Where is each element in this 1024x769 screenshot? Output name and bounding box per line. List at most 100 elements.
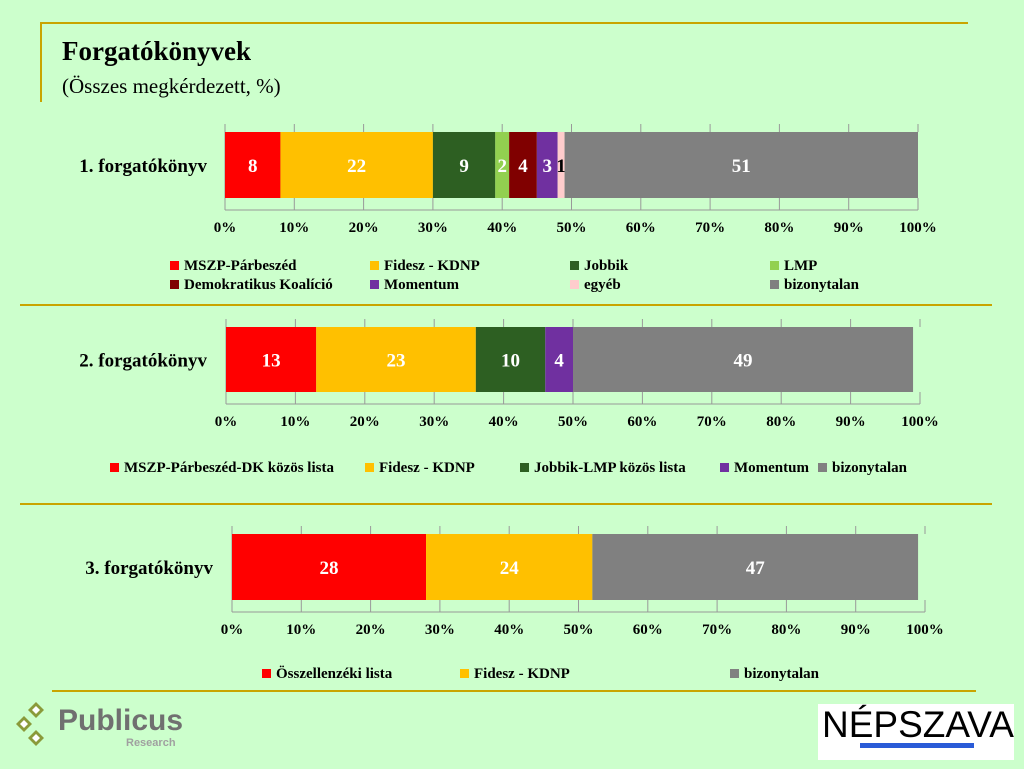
tick-label: 20% <box>350 414 380 430</box>
tick-label: 60% <box>626 220 656 236</box>
tick-label: 40% <box>494 622 524 638</box>
bottom-divider <box>52 690 976 692</box>
bar-segment <box>592 534 919 600</box>
legend-label: Fidesz - KDNP <box>384 258 480 274</box>
bar-segment <box>280 132 433 198</box>
legend-swatch <box>370 280 379 289</box>
publicus-logo-icon <box>16 702 44 746</box>
bar-segment <box>573 327 914 392</box>
legend-item: MSZP-Párbeszéd-DK közös lista <box>110 460 334 477</box>
bar-segment <box>432 132 496 198</box>
data-label: 22 <box>347 156 366 177</box>
legend-swatch <box>365 463 374 472</box>
data-label: 49 <box>734 351 753 372</box>
data-label: 13 <box>262 351 281 372</box>
category-label: 3. forgatókönyv <box>85 558 213 579</box>
data-label: 9 <box>459 156 469 177</box>
bar-segment <box>495 132 510 198</box>
tick-label: 70% <box>697 414 727 430</box>
legend-item: Demokratikus Koalíció <box>170 277 333 294</box>
legend-item: Jobbik <box>570 258 628 275</box>
tick-label: 90% <box>834 220 864 236</box>
legend-label: Momentum <box>734 460 809 476</box>
legend-item: Összellenzéki lista <box>262 666 392 683</box>
tick-label: 0% <box>215 414 238 430</box>
data-label: 51 <box>732 156 751 177</box>
legend-swatch <box>170 261 179 270</box>
bar-segment <box>426 534 593 600</box>
legend-swatch <box>770 280 779 289</box>
tick-label: 10% <box>286 622 316 638</box>
nepszava-logo <box>818 704 1014 760</box>
tick-label: 50% <box>557 220 587 236</box>
bar-segment <box>225 132 281 198</box>
tick-label: 20% <box>356 622 386 638</box>
legend-label: bizonytalan <box>744 666 820 682</box>
tick-label: 80% <box>764 220 794 236</box>
tick-label: 10% <box>280 414 310 430</box>
legend-label: LMP <box>784 258 818 274</box>
legend-swatch <box>110 463 119 472</box>
page-title: Forgatókönyvek <box>62 36 251 66</box>
legend-item: Momentum <box>720 460 809 477</box>
tick-label: 90% <box>836 414 866 430</box>
legend-item: LMP <box>770 258 817 275</box>
tick-label: 90% <box>841 622 871 638</box>
legend-swatch <box>370 261 379 270</box>
legend-swatch <box>460 669 469 678</box>
category-label: 1. forgatókönyv <box>79 156 207 177</box>
legend-item: bizonytalan <box>770 277 859 294</box>
legend-swatch <box>520 463 529 472</box>
legend-label: Momentum <box>384 277 459 293</box>
nepszava-logo-bar <box>860 743 974 748</box>
legend-item: Jobbik-LMP közös lista <box>520 460 686 477</box>
legend-item: MSZP-Párbeszéd <box>170 258 296 275</box>
bar-segment <box>316 327 476 392</box>
legend-label: egyéb <box>584 277 621 293</box>
data-label: 1 <box>556 156 566 177</box>
legend-label: bizonytalan <box>784 277 860 293</box>
data-label: 4 <box>554 351 564 372</box>
tick-label: 100% <box>906 622 944 638</box>
bar-segment <box>545 327 573 392</box>
legend-item: bizonytalan <box>818 460 907 477</box>
legend-label: bizonytalan <box>832 460 908 476</box>
legend-swatch <box>262 669 271 678</box>
legend-label: MSZP-Párbeszéd <box>184 258 297 274</box>
legend-swatch <box>720 463 729 472</box>
legend-label: Demokratikus Koalíció <box>184 277 333 293</box>
bar-segment <box>557 132 565 198</box>
nepszava-logo-text: NÉPSZAVA <box>822 704 1014 745</box>
tick-label: 40% <box>489 414 519 430</box>
tick-label: 70% <box>702 622 732 638</box>
legend-item: Fidesz - KDNP <box>460 666 570 683</box>
bar-segment <box>232 534 427 600</box>
tick-label: 20% <box>349 220 379 236</box>
legend-swatch <box>570 280 579 289</box>
tick-label: 50% <box>564 622 594 638</box>
legend-label: Jobbik <box>584 258 629 274</box>
divider <box>20 503 992 505</box>
divider <box>20 304 992 306</box>
bar-segment <box>509 132 537 198</box>
tick-label: 50% <box>558 414 588 430</box>
page-subtitle: (Összes megkérdezett, %) <box>62 74 281 98</box>
bar-segment <box>475 327 546 392</box>
data-label: 28 <box>320 558 339 579</box>
legend-label: MSZP-Párbeszéd-DK közös lista <box>124 460 334 476</box>
bar-segment <box>564 132 918 198</box>
legend-swatch <box>730 669 739 678</box>
data-label: 3 <box>542 156 552 177</box>
tick-label: 30% <box>425 622 455 638</box>
tick-label: 10% <box>279 220 309 236</box>
bar-segment <box>536 132 558 198</box>
tick-label: 80% <box>766 414 796 430</box>
tick-label: 70% <box>695 220 725 236</box>
data-label: 2 <box>497 156 507 177</box>
legend-item: Fidesz - KDNP <box>365 460 475 477</box>
legend-label: Fidesz - KDNP <box>474 666 570 682</box>
publicus-logo-sub: Research <box>126 737 176 749</box>
tick-label: 60% <box>627 414 657 430</box>
legend-label: Jobbik-LMP közös lista <box>534 460 686 476</box>
